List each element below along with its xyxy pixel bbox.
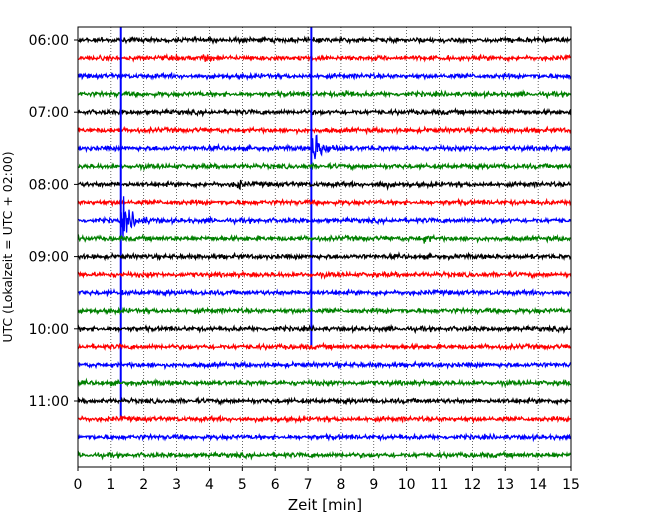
grid-lines [110, 27, 539, 467]
trace-row [77, 341, 572, 352]
x-tick-label: 1 [106, 477, 115, 493]
y-axis-label: UTC (Lokalzeit = UTC + 02:00) [0, 151, 15, 342]
trace-row [77, 35, 572, 45]
y-axis: 06:00 07:00 08:00 09:00 10:00 11:00 [29, 33, 78, 410]
x-tick-label: 8 [336, 477, 345, 493]
y-tick-label: 06:00 [29, 33, 69, 49]
y-tick-label: 07:00 [29, 105, 69, 121]
trace-row [77, 161, 572, 172]
trace-row [77, 323, 572, 335]
plot-frame [77, 26, 572, 468]
x-tick-label: 2 [139, 477, 148, 493]
trace-row [77, 197, 572, 208]
trace-row [77, 396, 572, 407]
trace-row [77, 432, 572, 443]
trace-row [77, 414, 571, 425]
helicorder-traces [77, 27, 572, 461]
x-tick-label: 9 [369, 477, 378, 493]
x-tick-label: 10 [398, 477, 416, 493]
trace-row [77, 377, 571, 389]
x-tick-label: 5 [238, 477, 247, 493]
trace-row [77, 134, 572, 160]
trace-row [77, 71, 572, 82]
x-tick-label: 12 [463, 477, 481, 493]
trace-row [77, 306, 571, 316]
x-tick-label: 0 [74, 477, 83, 493]
y-tick-label: 11:00 [29, 394, 69, 410]
trace-row [77, 89, 572, 100]
y-tick-label: 10:00 [29, 322, 69, 338]
x-tick-label: 11 [431, 477, 449, 493]
trace-row [77, 449, 572, 461]
trace-row [77, 196, 572, 241]
trace-row [77, 125, 572, 136]
y-tick-label: 08:00 [29, 177, 69, 193]
x-tick-label: 6 [271, 477, 280, 493]
trace-row [77, 233, 571, 244]
trace-row [77, 53, 572, 63]
trace-row [77, 360, 572, 371]
trace-row [77, 251, 572, 262]
x-tick-label: 15 [562, 477, 580, 493]
y-tick-label: 09:00 [29, 250, 69, 266]
x-axis: 0 1 2 3 4 5 6 7 8 9 10 11 12 13 14 15 [74, 467, 580, 493]
x-axis-label: Zeit [min] [288, 496, 362, 514]
x-tick-label: 13 [496, 477, 514, 493]
x-tick-label: 14 [529, 477, 547, 493]
trace-row [78, 179, 572, 191]
x-tick-label: 7 [304, 477, 313, 493]
trace-row [77, 107, 572, 118]
trace-row [77, 270, 572, 280]
trace-row [77, 288, 572, 298]
x-tick-label: 4 [205, 477, 214, 493]
x-tick-label: 3 [172, 477, 181, 493]
